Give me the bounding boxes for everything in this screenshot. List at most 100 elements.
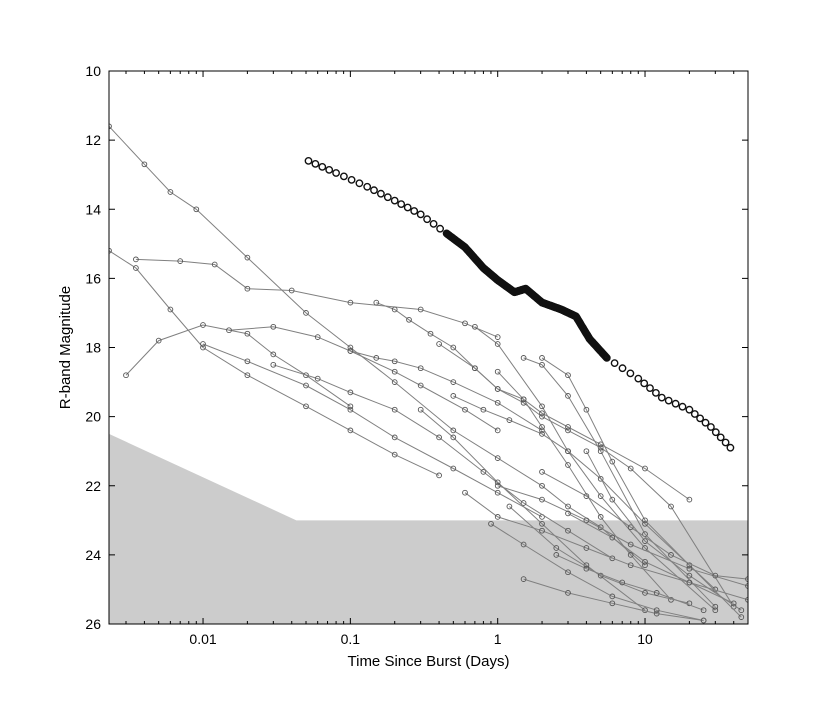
data-point <box>436 434 442 441</box>
data-point <box>565 448 571 455</box>
bright-data-point <box>339 172 348 181</box>
data-point <box>200 344 206 351</box>
data-point <box>520 355 527 361</box>
data-point <box>583 517 590 524</box>
light-curve-line <box>376 302 735 607</box>
bright-data-point <box>347 175 356 184</box>
data-point <box>539 469 545 475</box>
data-point <box>686 562 693 569</box>
data-point <box>686 572 693 579</box>
bright-burst-light-curve <box>304 156 735 452</box>
data-point <box>373 299 380 306</box>
data-point <box>347 403 354 410</box>
data-point <box>565 424 571 430</box>
data-point <box>520 576 527 582</box>
data-point <box>653 607 660 614</box>
bright-data-point <box>657 393 666 402</box>
data-point <box>642 562 648 569</box>
data-point <box>373 355 380 361</box>
data-point <box>642 520 648 527</box>
data-point <box>226 327 232 334</box>
data-point <box>109 247 112 254</box>
data-point <box>391 434 398 441</box>
y-tick-label: 26 <box>85 616 101 632</box>
data-point <box>686 600 693 607</box>
light-curve-line <box>202 343 543 518</box>
data-point <box>494 489 501 496</box>
bright-data-point <box>690 410 699 418</box>
bright-data-point <box>646 384 654 392</box>
bright-data-point <box>436 224 444 233</box>
data-point <box>494 334 501 340</box>
data-point <box>427 330 434 337</box>
data-point <box>462 489 468 496</box>
data-point <box>539 361 545 368</box>
light-curve-line <box>567 512 734 604</box>
data-point <box>141 161 148 168</box>
y-tick-label: 18 <box>85 340 101 356</box>
data-point <box>288 287 295 294</box>
data-point <box>123 372 129 379</box>
bright-data-point <box>707 423 715 431</box>
data-point <box>597 475 604 482</box>
data-point <box>539 355 545 361</box>
bright-data-point <box>626 369 635 378</box>
data-point <box>565 569 571 576</box>
y-axis-label: R-band Magnitude <box>57 286 74 409</box>
data-point <box>539 520 545 527</box>
data-point <box>450 465 457 472</box>
bright-data-point <box>701 418 710 427</box>
axes: 10 12 14 16 18 20 22 24 26 0.01 0.1 1 10 <box>85 63 749 647</box>
light-curve-12 <box>472 323 719 614</box>
bright-data-point <box>711 428 720 437</box>
bright-data-point <box>678 402 687 411</box>
data-point <box>619 579 626 586</box>
data-point <box>270 323 277 330</box>
bright-data-point <box>602 353 611 362</box>
data-point <box>200 341 206 347</box>
data-point <box>480 406 487 413</box>
data-point <box>391 368 398 375</box>
data-point <box>133 256 139 263</box>
data-point <box>391 406 398 413</box>
data-point <box>565 503 571 510</box>
bright-data-point <box>325 165 334 174</box>
data-point <box>738 607 745 614</box>
bright-data-point <box>618 364 627 373</box>
light-curve-24 <box>583 448 745 614</box>
data-point <box>539 403 545 410</box>
bright-data-point <box>652 388 660 397</box>
bright-data-point <box>376 189 385 198</box>
y-tick-label: 24 <box>85 547 101 563</box>
light-curve-7 <box>270 361 616 562</box>
bright-data-point <box>403 203 412 212</box>
data-point <box>155 337 162 344</box>
data-point <box>167 189 174 195</box>
data-point <box>627 524 634 531</box>
y-tick-label: 20 <box>85 409 101 425</box>
x-axis-label: Time Since Burst (Days) <box>348 653 510 670</box>
data-point <box>391 306 398 313</box>
data-point <box>347 344 354 351</box>
data-point <box>314 375 321 382</box>
light-curve-line <box>273 364 613 559</box>
data-point <box>450 344 457 351</box>
data-point <box>472 323 478 330</box>
data-point <box>177 258 184 264</box>
data-point <box>700 607 707 614</box>
data-point <box>597 448 604 455</box>
light-curve-3 <box>123 322 354 410</box>
light-curve-18 <box>494 482 748 589</box>
bright-data-point <box>410 207 419 215</box>
data-point <box>494 455 501 461</box>
data-point <box>109 123 112 130</box>
light-curve-line <box>556 554 704 611</box>
data-point <box>270 361 277 368</box>
x-tick-label: 0.1 <box>341 631 361 647</box>
data-point <box>303 310 309 316</box>
data-point <box>642 558 648 565</box>
light-curve-line <box>523 578 704 621</box>
light-curve-line <box>523 357 716 608</box>
bright-data-point <box>721 438 730 447</box>
